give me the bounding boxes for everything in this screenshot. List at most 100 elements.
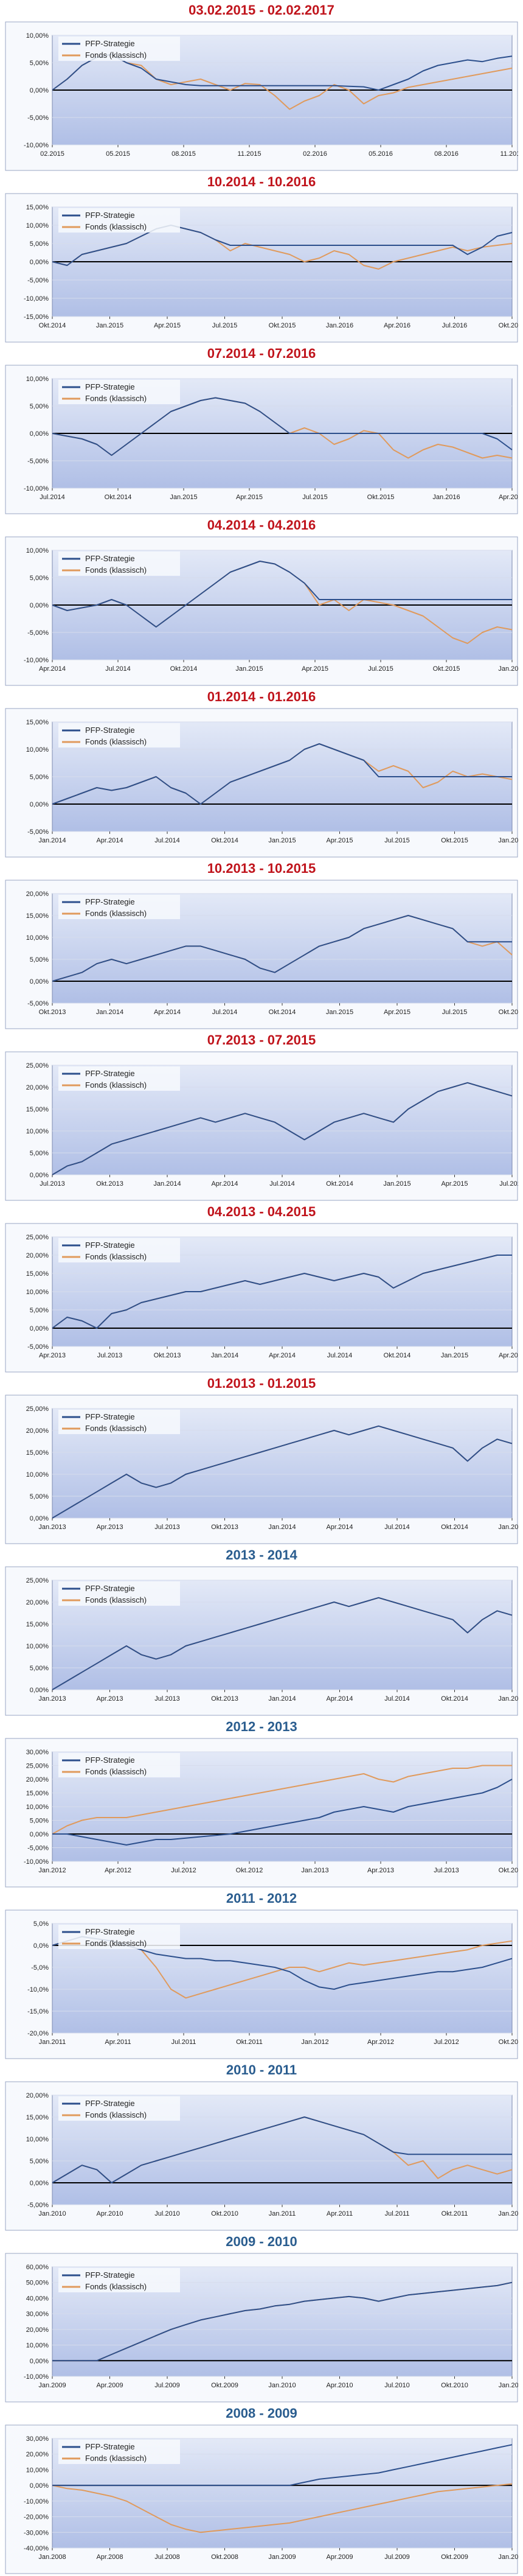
legend: PFP-Strategie Fonds (klassisch) [58, 380, 180, 404]
x-tick-label: Apr.2009 [96, 2382, 123, 2389]
x-tick-label: Jan.2015 [383, 1180, 410, 1188]
x-tick-label: Jul.2013 [154, 1524, 180, 1531]
legend-label-strategy: PFP-Strategie [85, 1412, 135, 1421]
x-tick-label: Apr.2015 [499, 1352, 518, 1359]
y-tick-label: 5,00% [30, 1818, 49, 1825]
legend-box [58, 1066, 180, 1091]
x-tick-label: Jul.2015 [499, 1180, 518, 1188]
y-tick-label: 15,00% [26, 204, 49, 211]
y-tick-label: 0,00% [30, 2482, 49, 2490]
x-tick-label: Jan.2011 [39, 2039, 66, 2046]
legend-box [58, 723, 180, 747]
y-tick-label: 50,00% [26, 2280, 49, 2287]
y-tick-label: 10,00% [26, 2342, 49, 2350]
y-tick-label: 20,00% [26, 1084, 49, 1091]
chart-title: 2012 - 2013 [226, 1719, 297, 1734]
x-tick-label: Jul.2014 [212, 1009, 238, 1016]
chart-title: 01.2013 - 01.2015 [207, 1376, 316, 1391]
legend: PFP-Strategie Fonds (klassisch) [58, 2096, 180, 2121]
x-tick-label: 11.2016 [500, 150, 518, 158]
y-tick-label: -20,00% [24, 2514, 49, 2521]
chart-svg: 15,00% 10,00% 5,00% 0,00% -5,00% -10,00% -15,0… [5, 193, 518, 343]
x-tick-label: Jul.2012 [434, 2039, 459, 2046]
y-tick-label: 5,00% [30, 1150, 49, 1157]
x-tick-label: Apr.2010 [326, 2382, 353, 2389]
y-tick-label: 20,00% [26, 1599, 49, 1606]
chart-svg: 30,00% 20,00% 10,00% 0,00% -10,00% -20,00% -30… [5, 2424, 518, 2574]
y-tick-label: 15,00% [26, 1790, 49, 1797]
legend-label-fund: Fonds (klassisch) [85, 1595, 147, 1605]
y-tick-label: 20,00% [26, 2092, 49, 2099]
x-tick-label: 05.2016 [369, 150, 393, 158]
y-tick-label: 15,00% [26, 2114, 49, 2121]
x-tick-label: Okt.2013 [499, 1867, 518, 1874]
x-tick-label: Okt.2014 [441, 1524, 468, 1531]
x-tick-label: Jul.2012 [171, 1867, 196, 1874]
chart-panel: 30,00% 25,00% 20,00% 15,00% 10,00% 5,00% 0,00%… [5, 1717, 518, 1888]
y-tick-label: 25,00% [26, 1405, 49, 1413]
y-tick-label: 15,00% [26, 912, 49, 920]
y-tick-label: 0,00% [30, 259, 49, 266]
y-tick-label: -5,00% [27, 114, 49, 122]
legend-box [58, 1925, 180, 1949]
legend-label-strategy: PFP-Strategie [85, 897, 135, 906]
x-tick-label: Jan.2015 [235, 665, 263, 673]
y-tick-label: -10,0% [27, 1986, 49, 1993]
x-tick-label: Jan.2012 [498, 2210, 518, 2217]
y-tick-label: 0,00% [30, 2180, 49, 2187]
legend-label-fund: Fonds (klassisch) [85, 565, 147, 575]
x-tick-label: Jan.2016 [326, 322, 353, 329]
x-tick-label: Jan.2011 [499, 2382, 518, 2389]
legend: PFP-Strategie Fonds (klassisch) [58, 208, 180, 233]
y-tick-label: -10,00% [24, 2498, 49, 2505]
chart-svg: 20,00% 15,00% 10,00% 5,00% 0,00% -5,00% Okt.20… [5, 880, 518, 1029]
x-tick-label: Apr.2012 [105, 1867, 131, 1874]
chart-panel: 25,00% 20,00% 15,00% 10,00% 5,00% 0,00% -5,00%… [5, 1202, 518, 1373]
y-tick-label: -10,00% [24, 1858, 49, 1866]
y-tick-label: 5,0% [33, 1920, 49, 1928]
x-tick-label: Jan.2013 [301, 1867, 328, 1874]
chart-panel: 10,00% 5,00% 0,00% -5,00% -10,00% Jul.2014 Okt… [5, 343, 518, 515]
y-tick-label: 0,00% [30, 978, 49, 985]
y-tick-label: 0,00% [30, 1515, 49, 1522]
legend: PFP-Strategie Fonds (klassisch) [58, 895, 180, 919]
y-tick-label: 10,00% [26, 2136, 49, 2143]
x-tick-label: Apr.2015 [236, 494, 263, 501]
series-line-strategy [52, 2116, 512, 2183]
y-tick-label: 10,00% [26, 222, 49, 229]
x-tick-label: Jul.2014 [327, 1352, 353, 1359]
legend-label-strategy: PFP-Strategie [85, 1069, 135, 1078]
x-tick-label: Jan.2016 [498, 665, 518, 673]
x-tick-label: Jul.2013 [434, 1867, 459, 1874]
legend-label-fund: Fonds (klassisch) [85, 51, 147, 60]
x-tick-label: Jan.2014 [268, 1695, 296, 1703]
y-tick-label: -20,0% [27, 2030, 49, 2037]
y-tick-label: 10,00% [26, 934, 49, 942]
chart-panel: 10,00% 5,00% 0,00% -5,00% -10,00% 02.2015 05.2… [5, 0, 518, 172]
x-tick-label: Jan.2015 [170, 494, 197, 501]
x-tick-label: Okt.2015 [269, 322, 296, 329]
y-tick-label: 5,00% [30, 956, 49, 964]
x-tick-label: 02.2015 [40, 150, 64, 158]
x-tick-label: Okt.2013 [96, 1180, 123, 1188]
x-tick-label: Jan.2015 [498, 1524, 518, 1531]
y-tick-label: 20,00% [26, 1252, 49, 1259]
y-tick-label: -10,00% [24, 295, 49, 303]
series-line-strategy [52, 1082, 513, 1175]
series-line-strategy [52, 1779, 513, 1846]
y-tick-label: 5,00% [30, 403, 49, 410]
y-tick-label: -10,00% [24, 2373, 49, 2381]
chart-svg: 60,00% 50,00% 40,00% 30,00% 20,00% 10,00% 0,00… [5, 2253, 518, 2403]
y-tick-label: 15,00% [26, 1106, 49, 1113]
x-tick-label: Jul.2014 [269, 1180, 295, 1188]
legend-label-fund: Fonds (klassisch) [85, 2282, 147, 2291]
x-tick-label: Apr.2009 [326, 2553, 353, 2561]
legend: PFP-Strategie Fonds (klassisch) [58, 2440, 180, 2464]
x-tick-label: Okt.2012 [499, 2039, 518, 2046]
legend-box [58, 2440, 180, 2464]
legend-label-strategy: PFP-Strategie [85, 1927, 135, 1936]
legend-label-strategy: PFP-Strategie [85, 1755, 135, 1765]
legend-label-strategy: PFP-Strategie [85, 39, 135, 48]
y-tick-label: 0,0% [33, 1942, 49, 1950]
series-line-strategy [52, 1425, 513, 1519]
